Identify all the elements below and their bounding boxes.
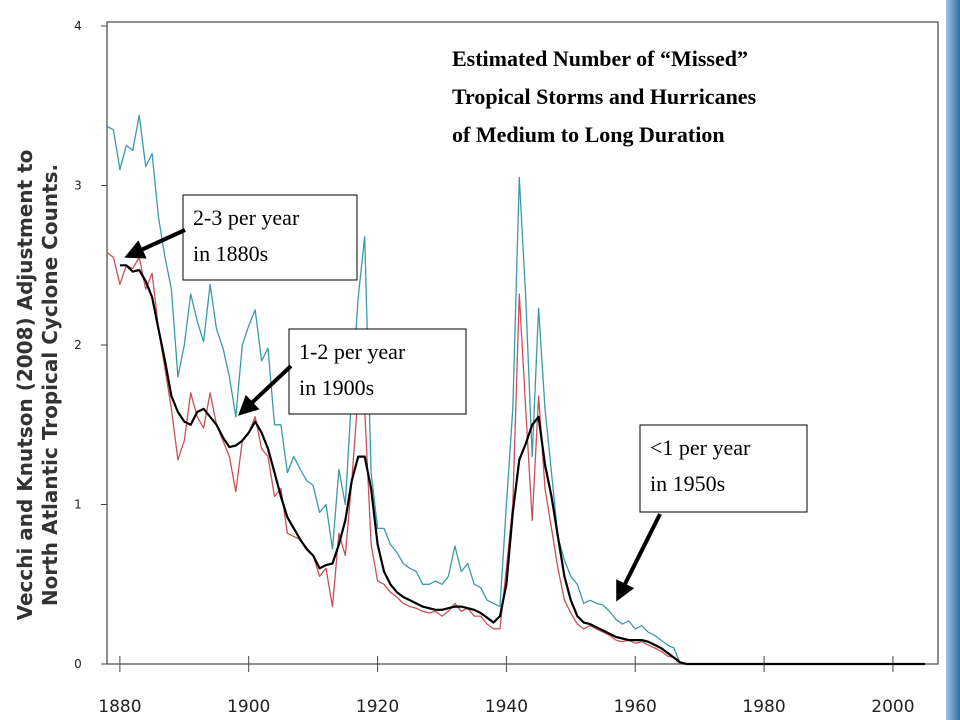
y-axis-title-line: North Atlantic Tropical Cyclone Counts. [38, 164, 62, 606]
x-tick-label: 1900 [227, 697, 270, 717]
annotation-arrow [124, 228, 186, 259]
annotation-arrow [238, 364, 293, 416]
x-tick-label: 1920 [356, 697, 399, 717]
annotation-arrow [616, 513, 662, 602]
chart-title: Tropical Storms and Hurricanes [452, 84, 757, 109]
annotation-box [288, 328, 467, 415]
series-line [106, 251, 926, 665]
annotation-text: 1-2 per year [299, 339, 406, 364]
y-tick-label: 2 [74, 338, 82, 352]
x-tick-label: 1980 [742, 697, 785, 717]
y-axis-title: Vecchi and Knutson (2008) Adjustment to N… [13, 150, 62, 621]
annotation-text: in 1880s [193, 241, 268, 266]
annotation-text: in 1900s [299, 375, 374, 400]
x-tick-label: 1880 [98, 697, 141, 717]
slide-edge [946, 0, 960, 720]
y-tick-label: 4 [74, 19, 82, 33]
chart-title: Estimated Number of “Missed” [452, 46, 748, 71]
plot-frame [106, 21, 939, 665]
series-line [106, 114, 926, 665]
x-tick-label: 1940 [485, 697, 528, 717]
annotation-box [182, 194, 358, 281]
y-tick-label: 1 [74, 498, 82, 512]
annotation-text: 2-3 per year [193, 205, 300, 230]
annotation-text: <1 per year [650, 435, 751, 460]
x-tick-label: 2000 [871, 697, 914, 717]
y-tick-label: 3 [74, 179, 82, 193]
annotation-box [639, 424, 808, 513]
x-tick-label: 1960 [614, 697, 657, 717]
chart-title: of Medium to Long Duration [452, 122, 725, 147]
annotation-text: in 1950s [650, 471, 725, 496]
series-line [119, 264, 926, 666]
y-axis-title-line: Vecchi and Knutson (2008) Adjustment to [13, 150, 37, 621]
y-tick-label: 0 [74, 657, 82, 671]
